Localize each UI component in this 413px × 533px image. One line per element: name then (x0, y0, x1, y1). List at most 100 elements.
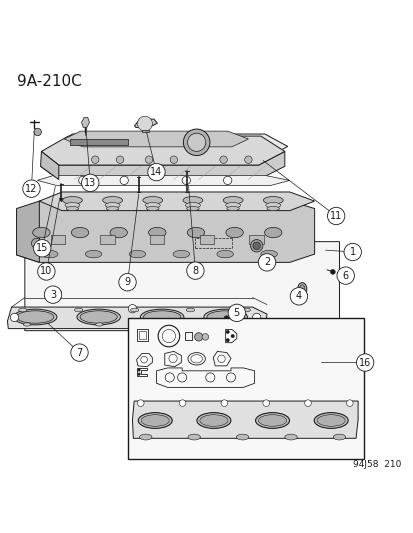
Circle shape (343, 244, 361, 261)
Bar (128, 318, 363, 459)
Ellipse shape (85, 251, 102, 258)
Circle shape (120, 176, 128, 184)
Circle shape (137, 116, 152, 131)
Text: 12: 12 (25, 184, 38, 193)
Ellipse shape (186, 206, 199, 211)
Circle shape (71, 344, 88, 361)
Ellipse shape (299, 285, 304, 293)
Ellipse shape (258, 415, 286, 426)
Ellipse shape (236, 434, 248, 440)
Ellipse shape (168, 323, 175, 326)
Ellipse shape (33, 228, 50, 238)
Circle shape (225, 338, 229, 342)
Bar (184, 333, 192, 340)
Circle shape (44, 286, 62, 303)
Polygon shape (134, 119, 157, 127)
Circle shape (128, 304, 136, 313)
Circle shape (170, 156, 177, 164)
Polygon shape (59, 198, 63, 202)
Ellipse shape (19, 308, 27, 312)
Ellipse shape (141, 415, 169, 426)
Ellipse shape (188, 434, 200, 440)
Ellipse shape (106, 206, 119, 211)
Ellipse shape (148, 228, 166, 238)
Text: 11: 11 (329, 211, 342, 221)
Ellipse shape (264, 228, 281, 238)
Circle shape (356, 354, 373, 372)
Circle shape (183, 129, 209, 156)
Ellipse shape (187, 228, 204, 238)
Ellipse shape (110, 228, 127, 238)
Ellipse shape (95, 323, 103, 326)
Bar (150, 236, 164, 244)
Ellipse shape (316, 415, 344, 426)
Text: 9A-210C: 9A-210C (17, 74, 81, 89)
Circle shape (182, 176, 190, 184)
Circle shape (258, 254, 275, 271)
Text: 2: 2 (263, 257, 270, 268)
Circle shape (179, 400, 185, 407)
Polygon shape (17, 201, 314, 262)
Polygon shape (40, 151, 284, 180)
Polygon shape (41, 136, 284, 165)
Ellipse shape (266, 206, 279, 211)
Circle shape (137, 400, 144, 407)
Circle shape (38, 263, 55, 280)
Circle shape (230, 334, 234, 338)
Polygon shape (70, 139, 128, 145)
Polygon shape (25, 241, 339, 330)
Circle shape (34, 128, 41, 136)
Circle shape (304, 400, 311, 407)
Polygon shape (81, 117, 89, 127)
Circle shape (202, 334, 208, 340)
Circle shape (252, 313, 260, 321)
Ellipse shape (66, 206, 78, 211)
Polygon shape (132, 401, 357, 438)
Circle shape (78, 176, 87, 184)
Circle shape (145, 156, 152, 164)
Circle shape (10, 313, 19, 321)
Text: 13: 13 (84, 178, 96, 188)
Ellipse shape (62, 197, 82, 204)
Text: 6: 6 (342, 271, 348, 280)
Circle shape (116, 156, 123, 164)
Ellipse shape (23, 323, 31, 326)
Circle shape (330, 269, 335, 274)
Circle shape (119, 273, 136, 291)
Ellipse shape (173, 251, 189, 258)
Text: 8: 8 (192, 265, 198, 276)
Ellipse shape (41, 251, 58, 258)
Circle shape (252, 242, 260, 249)
Bar (199, 236, 214, 244)
Ellipse shape (332, 434, 345, 440)
Ellipse shape (216, 251, 233, 258)
Ellipse shape (14, 309, 57, 325)
Ellipse shape (197, 413, 230, 429)
Polygon shape (39, 192, 314, 211)
Circle shape (23, 180, 40, 197)
Ellipse shape (77, 309, 120, 325)
Text: 14: 14 (150, 167, 162, 177)
Ellipse shape (225, 228, 243, 238)
Circle shape (327, 207, 344, 225)
Bar (100, 236, 114, 244)
Circle shape (194, 333, 202, 341)
Ellipse shape (146, 206, 159, 211)
Ellipse shape (130, 308, 138, 312)
Circle shape (262, 400, 269, 407)
Circle shape (244, 156, 252, 164)
Ellipse shape (297, 282, 306, 295)
Ellipse shape (129, 251, 145, 258)
Ellipse shape (255, 413, 289, 429)
Circle shape (346, 400, 352, 407)
Text: 3: 3 (50, 289, 56, 300)
Ellipse shape (186, 308, 194, 312)
Circle shape (187, 133, 205, 151)
Circle shape (186, 262, 204, 279)
Text: 15: 15 (36, 243, 48, 253)
Ellipse shape (206, 311, 244, 323)
Circle shape (290, 288, 307, 305)
Ellipse shape (226, 206, 239, 211)
Polygon shape (54, 134, 287, 159)
Ellipse shape (260, 251, 277, 258)
